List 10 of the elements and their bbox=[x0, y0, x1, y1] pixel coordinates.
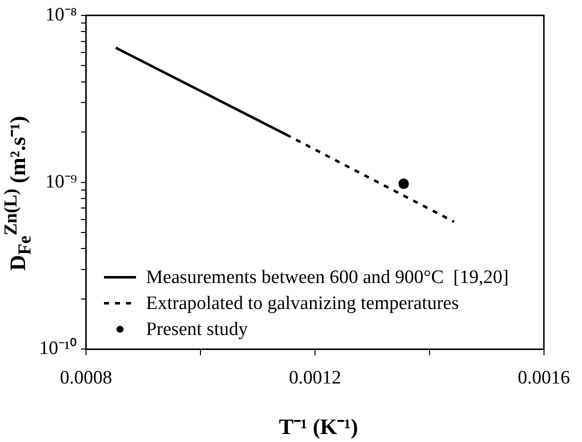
legend-label: Present study bbox=[146, 319, 248, 340]
legend-label: Measurements between 600 and 900°C [19,20] bbox=[146, 267, 509, 288]
x-tick-label: 0.0016 bbox=[518, 368, 570, 389]
y-tick-label: 10⁻¹⁰ bbox=[39, 337, 77, 360]
x-axis-title: T⁻¹ (K⁻¹) bbox=[278, 413, 360, 440]
x-tick-label: 0.0008 bbox=[60, 368, 112, 389]
y-tick-label: 10⁻⁹ bbox=[45, 171, 78, 192]
x-tick-label: 0.0012 bbox=[288, 368, 342, 389]
y-tick-label: 10⁻⁸ bbox=[45, 4, 77, 26]
legend-label: Extrapolated to galvanizing temperatures bbox=[146, 293, 459, 314]
